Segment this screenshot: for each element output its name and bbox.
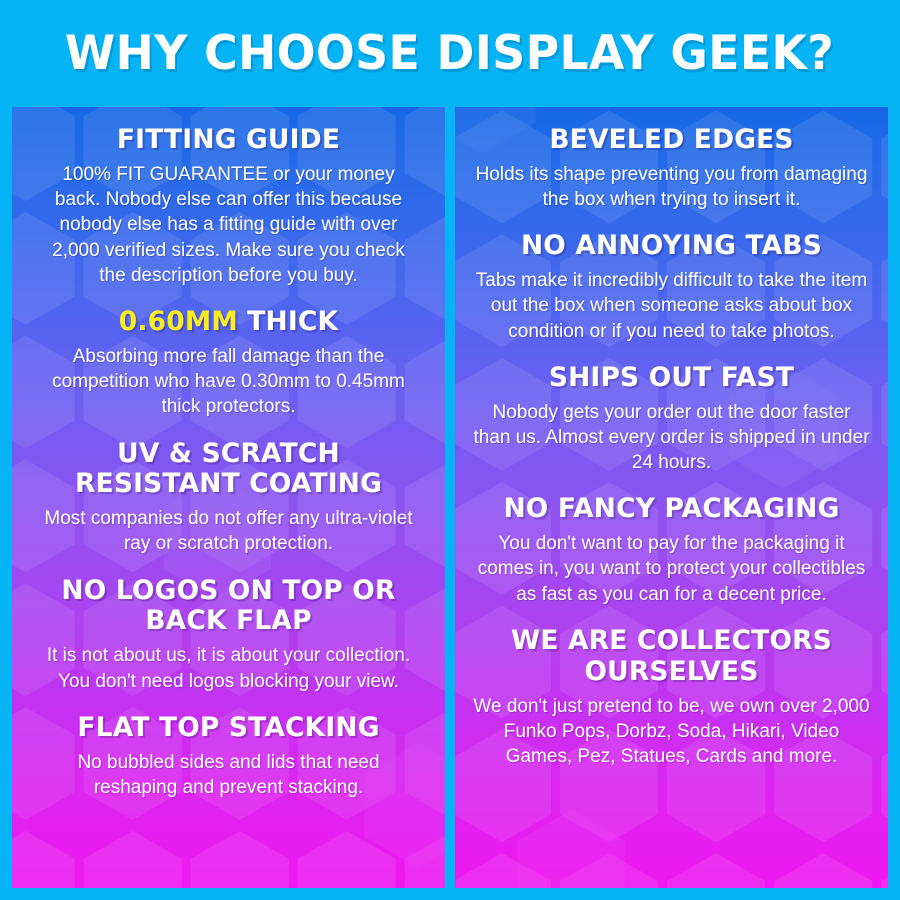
- feature-body: Nobody gets your order out the door fast…: [473, 401, 870, 474]
- feature-block-flat-top-stacking: FLAT TOP STACKING No bubbled sides and l…: [26, 711, 431, 800]
- feature-block-we-are-collectors: WE ARE COLLECTORS OURSELVES We don't jus…: [469, 624, 874, 769]
- poster-header: WHY CHOOSE DISPLAY GEEK?: [0, 0, 900, 107]
- feature-title: NO LOGOS ON TOP OR BACK FLAP: [61, 574, 396, 637]
- feature-body: You don't want to pay for the packaging …: [477, 533, 866, 605]
- feature-body: No bubbled sides and lids that need resh…: [77, 751, 380, 798]
- feature-title: NO FANCY PACKAGING: [503, 493, 840, 525]
- thickness-highlight: 0.60MM: [118, 306, 238, 338]
- left-panel-content: FITTING GUIDE 100% FIT GUARANTEE or your…: [12, 107, 445, 888]
- feature-block-fitting-guide: FITTING GUIDE 100% FIT GUARANTEE or your…: [26, 124, 431, 288]
- feature-body: Tabs make it incredibly difficult to tak…: [475, 270, 868, 342]
- left-feature-panel: FITTING GUIDE 100% FIT GUARANTEE or your…: [12, 107, 445, 888]
- feature-body: It is not about us, it is about your col…: [46, 645, 411, 692]
- feature-title: NO ANNOYING TABS: [520, 230, 823, 262]
- feature-title: UV & SCRATCH RESISTANT COATING: [74, 437, 383, 500]
- feature-title: WE ARE COLLECTORS OURSELVES: [510, 624, 833, 687]
- feature-block-thickness: 0.60MM THICK Absorbing more fall damage …: [26, 306, 431, 420]
- feature-body: 100% FIT GUARANTEE or your money back. N…: [52, 163, 405, 286]
- right-feature-panel: BEVELED EDGES Holds its shape preventing…: [455, 107, 888, 888]
- feature-block-no-logos: NO LOGOS ON TOP OR BACK FLAP It is not a…: [26, 574, 431, 694]
- feature-title: BEVELED EDGES: [549, 124, 794, 155]
- feature-block-ships-out-fast: SHIPS OUT FAST Nobody gets your order ou…: [469, 361, 874, 476]
- feature-body: Absorbing more fall damage than the comp…: [52, 345, 405, 418]
- feature-columns: FITTING GUIDE 100% FIT GUARANTEE or your…: [0, 107, 900, 900]
- feature-block-uv-scratch-coating: UV & SCRATCH RESISTANT COATING Most comp…: [26, 437, 431, 557]
- feature-title: FLAT TOP STACKING: [77, 711, 380, 743]
- feature-title: 0.60MM THICK: [30, 306, 427, 338]
- right-panel-content: BEVELED EDGES Holds its shape preventing…: [455, 107, 888, 888]
- feature-title: FITTING GUIDE: [116, 124, 341, 155]
- feature-title: SHIPS OUT FAST: [548, 361, 795, 393]
- feature-body: Holds its shape preventing you from dama…: [475, 163, 868, 211]
- feature-block-beveled-edges: BEVELED EDGES Holds its shape preventing…: [469, 124, 874, 212]
- feature-body: We don't just pretend to be, we own over…: [473, 695, 870, 768]
- page-title: WHY CHOOSE DISPLAY GEEK?: [65, 26, 835, 81]
- feature-block-no-fancy-packaging: NO FANCY PACKAGING You don't want to pay…: [469, 494, 874, 607]
- feature-block-no-annoying-tabs: NO ANNOYING TABS Tabs make it incredibly…: [469, 231, 874, 344]
- thickness-rest: THICK: [237, 306, 339, 338]
- feature-body: Most companies do not offer any ultra-vi…: [44, 508, 413, 555]
